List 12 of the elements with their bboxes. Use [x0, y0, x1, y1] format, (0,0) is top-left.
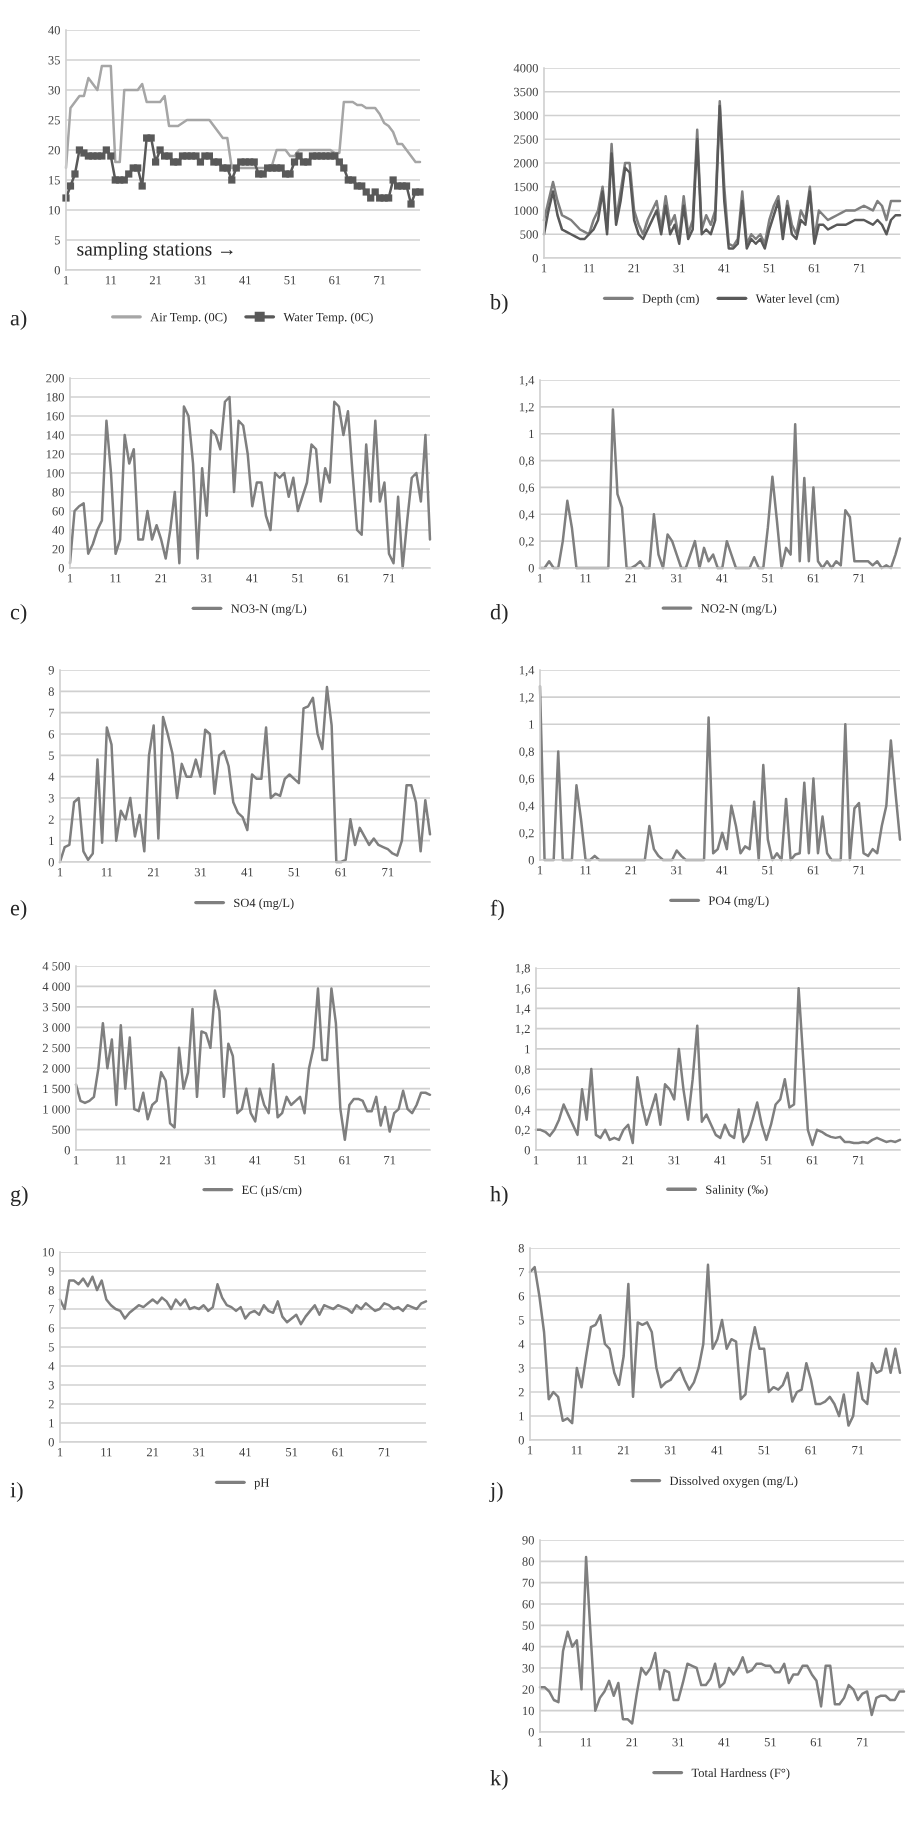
text: h) [490, 1185, 508, 1207]
text: c) [10, 603, 27, 625]
text: k) [490, 1769, 508, 1791]
text: e) [10, 899, 27, 921]
text: a) [10, 309, 27, 331]
annotation: sampling stations → [77, 241, 233, 260]
text: i) [10, 1481, 23, 1503]
text: j) [489, 1481, 503, 1503]
text: d) [490, 603, 508, 625]
text: b) [490, 293, 508, 315]
text: f) [490, 899, 504, 921]
text: g) [10, 1185, 28, 1207]
